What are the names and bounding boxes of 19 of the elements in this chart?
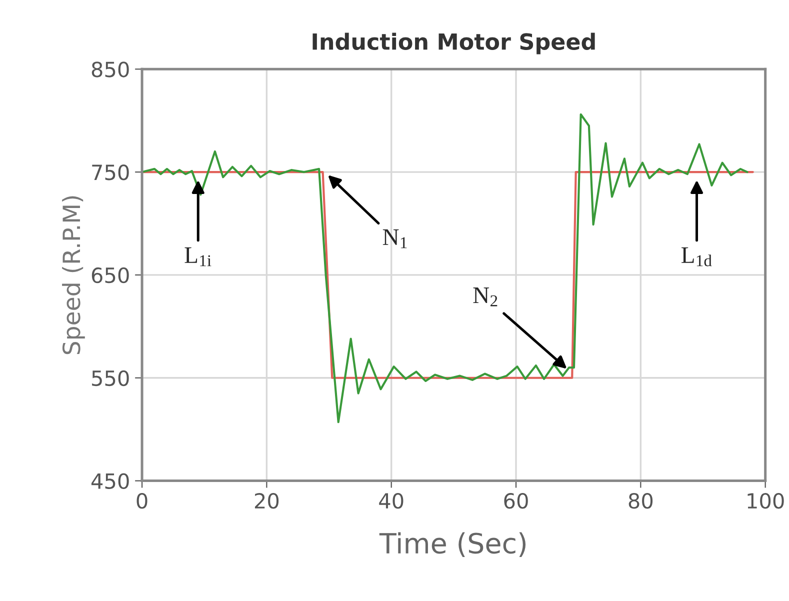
y-tick-label: 550 xyxy=(92,370,129,386)
y-tick-label: 450 xyxy=(91,473,129,490)
x-tick-label: 80 xyxy=(628,492,653,509)
x-tick-label: 100 xyxy=(748,492,784,509)
annotation: N$_{1}$ xyxy=(382,229,407,248)
x-axis-title: Time (Sec) xyxy=(379,532,526,557)
y-tick-label: 750 xyxy=(92,164,129,180)
x-tick-label: 20 xyxy=(254,492,279,509)
y-axis-title: Speed (R.P.M) xyxy=(62,196,85,354)
line-series xyxy=(142,113,748,424)
x-tick-label: 0 xyxy=(136,492,148,509)
x-tick-label: 60 xyxy=(504,492,528,509)
y-tick-label: 650 xyxy=(92,267,129,284)
chart-title: Induction Motor Speed xyxy=(312,32,595,54)
x-tick-label: 40 xyxy=(379,492,404,509)
y-tick-label: 850 xyxy=(92,62,129,78)
annotation: L$_{1i}$ xyxy=(184,247,212,266)
annotation: N$_{2}$ xyxy=(473,288,498,306)
annotation: L$_{1d}$ xyxy=(682,247,712,266)
